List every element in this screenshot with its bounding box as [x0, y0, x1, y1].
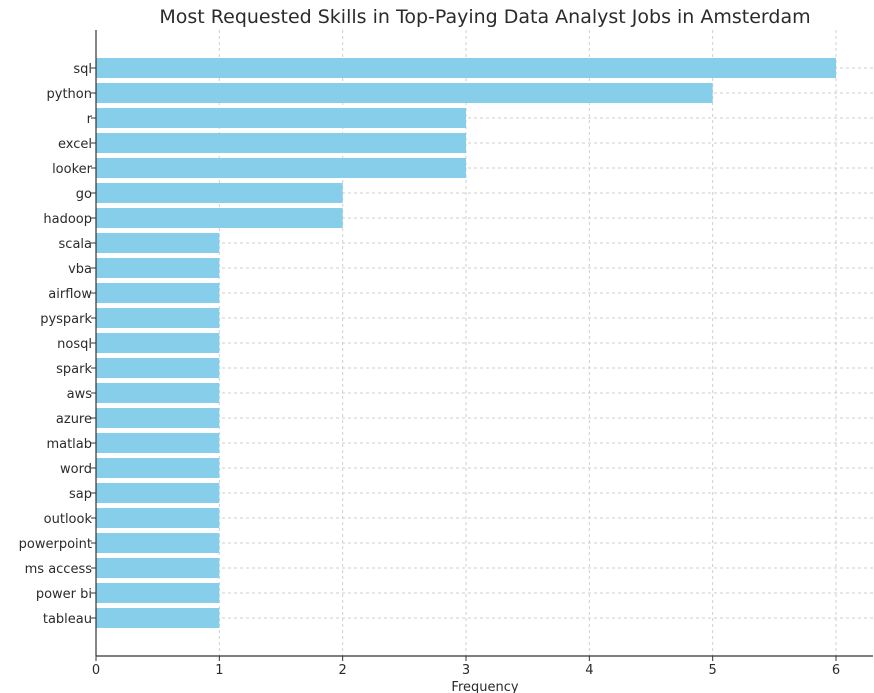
y-tick-label: sap [69, 487, 92, 502]
x-axis-label: Frequency [451, 680, 518, 693]
bar-azure [96, 408, 220, 428]
y-tick-label: scala [59, 237, 92, 252]
y-tick-label: word [60, 462, 92, 477]
bar-word [96, 458, 220, 478]
bar-powerpoint [96, 533, 220, 553]
x-tick-label: 5 [709, 663, 717, 678]
bars [96, 58, 836, 628]
y-tick-label: looker [52, 162, 93, 177]
x-ticks: 0 1 2 3 4 5 6 [92, 656, 840, 678]
bar-go [96, 183, 343, 203]
y-tick-label: power bi [36, 587, 92, 602]
y-tick-label: matlab [46, 437, 92, 452]
bar-hadoop [96, 208, 343, 228]
bar-sap [96, 483, 220, 503]
y-tick-label: powerpoint [19, 537, 92, 552]
x-tick-label: 3 [462, 663, 470, 678]
bar-airflow [96, 283, 220, 303]
y-tick-label: nosql [57, 337, 92, 352]
bar-ms-access [96, 558, 220, 578]
bar-scala [96, 233, 220, 253]
y-tick-label: tableau [43, 612, 92, 627]
bar-vba [96, 258, 220, 278]
y-tick-label: airflow [48, 287, 92, 302]
y-tick-label: hadoop [43, 212, 92, 227]
x-tick-label: 6 [832, 663, 840, 678]
y-tick-label: excel [58, 137, 92, 152]
y-tick-label: sql [73, 62, 92, 77]
bar-tableau [96, 608, 220, 628]
y-tick-label: ms access [25, 562, 93, 577]
y-tick-label: pyspark [40, 312, 92, 327]
x-tick-label: 0 [92, 663, 100, 678]
bar-nosql [96, 333, 220, 353]
x-tick-label: 4 [585, 663, 593, 678]
bar-sql [96, 58, 836, 78]
bar-spark [96, 358, 220, 378]
bar-outlook [96, 508, 220, 528]
y-tick-label: azure [56, 412, 92, 427]
y-tick-label: aws [67, 387, 93, 402]
bar-r [96, 108, 466, 128]
bar-power-bi [96, 583, 220, 603]
chart-title: Most Requested Skills in Top-Paying Data… [159, 6, 810, 28]
bar-excel [96, 133, 466, 153]
x-tick-label: 1 [215, 663, 223, 678]
y-tick-label: go [76, 187, 92, 202]
y-tick-label: vba [68, 262, 92, 277]
y-tick-label: spark [56, 362, 92, 377]
bar-aws [96, 383, 220, 403]
x-tick-label: 2 [339, 663, 347, 678]
y-tick-label: python [47, 87, 92, 102]
bar-matlab [96, 433, 220, 453]
y-tick-label: r [87, 112, 93, 127]
y-tick-label: outlook [44, 512, 93, 527]
bar-looker [96, 158, 466, 178]
bar-python [96, 83, 713, 103]
y-tick-labels: sql python r excel looker go hadoop scala vba air… [19, 62, 96, 627]
bar-pyspark [96, 308, 220, 328]
